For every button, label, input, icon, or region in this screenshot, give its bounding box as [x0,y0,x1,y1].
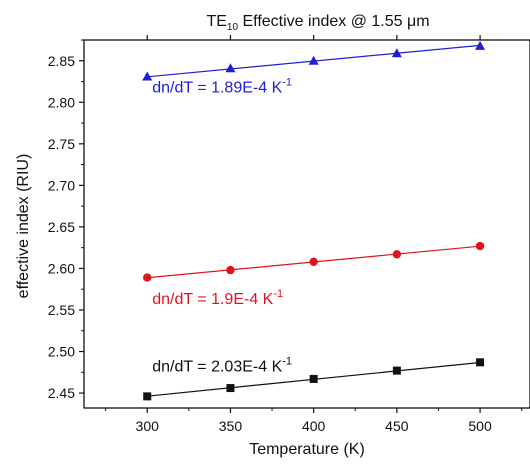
square-marker [226,384,235,393]
slope-annotation-exponent: -1 [282,355,292,367]
slope-annotation-text: dn/dT = 1.89E-4 K [152,79,282,96]
chart-title-suffix: Effective index @ 1.55 [238,13,407,30]
triangle-marker [475,40,486,50]
slope-annotation: dn/dT = 1.9E-4 K-1 [152,288,283,308]
circle-marker [143,273,152,282]
triangle-marker [308,55,319,65]
y-tick-label: 2.75 [48,136,75,152]
y-axis-title: effective index (RIU) [15,154,32,299]
slope-annotation-text: dn/dT = 1.9E-4 K [152,291,273,308]
square-marker [143,392,152,401]
x-tick-label: 500 [468,418,492,434]
slope-annotation-exponent: -1 [273,288,283,300]
square-marker [476,358,485,367]
x-tick-label: 400 [302,418,326,434]
y-tick-label: 2.80 [48,94,75,110]
circle-marker [309,257,318,266]
x-axis-title: Temperature (K) [249,441,365,458]
square-marker [392,366,401,375]
triangle-marker [391,48,402,58]
chart-title: TE10 Effective index @ 1.55 μm [206,13,429,33]
y-axis: 2.45 2.50 2.55 2.60 2.65 2.70 2.75 2.80 2.85 [48,39,84,401]
circle-marker [475,241,485,251]
x-tick-label: 450 [385,418,409,434]
chart-title-unit: μm [407,13,430,30]
slope-annotation: dn/dT = 2.03E-4 K-1 [152,355,292,375]
y-tick-label: 2.45 [48,385,75,401]
slope-annotation: dn/dT = 1.89E-4 K-1 [152,76,292,96]
square-marker [309,374,318,383]
chart-title-subscript: 10 [227,22,239,33]
triangle-marker [142,71,153,81]
slope-annotations: dn/dT = 1.89E-4 K-1dn/dT = 1.9E-4 K-1dn/… [152,76,292,375]
circle-marker [392,250,402,259]
plot-area-frame [83,39,530,409]
slope-annotation-exponent: -1 [282,76,292,88]
y-tick-label: 2.70 [48,177,75,193]
y-tick-label: 2.60 [48,260,75,276]
chart-title-prefix: TE [206,13,226,30]
x-axis: 300 350 400 450 500 [105,35,523,434]
y-tick-label: 2.50 [48,344,75,360]
y-tick-label: 2.85 [48,53,75,69]
y-tick-label: 2.55 [48,302,75,318]
x-tick-label: 350 [219,418,243,434]
y-tick-label: 2.65 [48,219,75,235]
circle-marker [226,265,235,275]
triangle-marker [225,63,236,73]
fit-lines [147,44,481,397]
data-markers [142,40,486,401]
x-tick-label: 300 [136,418,160,434]
slope-annotation-text: dn/dT = 2.03E-4 K [152,358,282,375]
